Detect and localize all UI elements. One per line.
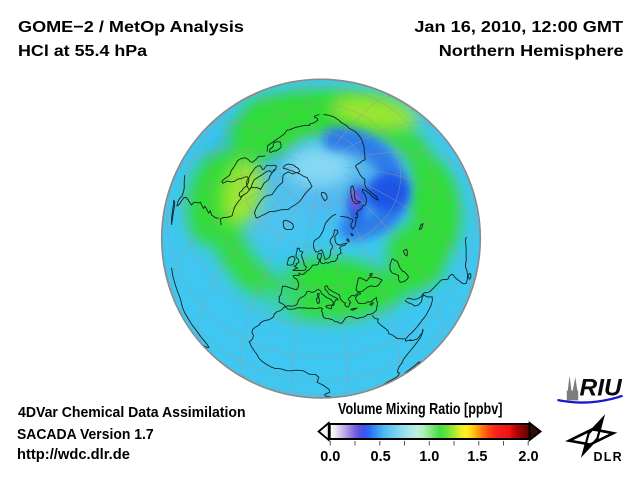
svg-text:DLR: DLR xyxy=(594,450,623,464)
